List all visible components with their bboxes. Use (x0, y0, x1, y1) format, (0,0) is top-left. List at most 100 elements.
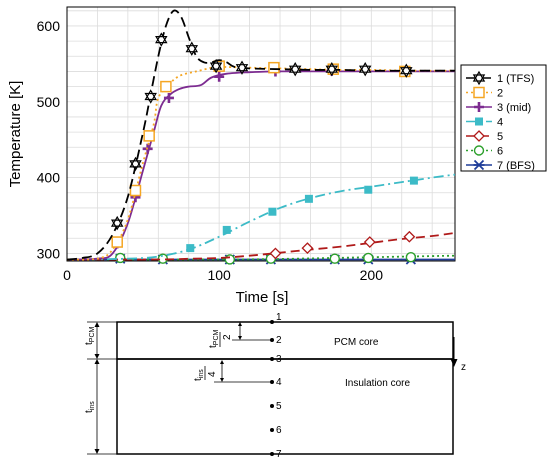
grid-lines (67, 7, 455, 261)
node-label-1: 1 (276, 312, 282, 323)
x-tick-label: 200 (360, 267, 384, 283)
legend-label: 4 (497, 117, 503, 129)
node-point-7 (270, 452, 274, 456)
legend-swatch-marker (474, 102, 484, 112)
z-axis-arrowhead (450, 359, 458, 367)
legend-swatch-marker (472, 70, 486, 86)
x-tick-label: 0 (63, 267, 71, 283)
legend-entry-1: 1 (TFS) (466, 70, 534, 86)
y-tick-label: 600 (37, 18, 61, 34)
legend-label: 3 (mid) (497, 102, 531, 114)
node-label-4: 4 (276, 377, 282, 388)
series-6-point (405, 252, 417, 263)
legend-swatch-marker (473, 159, 485, 171)
series-1-point (358, 62, 372, 77)
t-pcm-label: tPCM (84, 326, 96, 345)
node-label-2: 2 (276, 335, 282, 346)
legend-entry-4: 4 (466, 117, 503, 129)
y-axis-label: Temperature [K] (7, 81, 24, 188)
series-2-point (268, 61, 280, 74)
series-2-point (111, 236, 123, 248)
pcm-core-layer (116, 321, 454, 360)
series-2-point (160, 80, 172, 93)
y-axis-ticks: 300 400 500 600 (37, 18, 61, 261)
series-5-point (363, 236, 376, 248)
node-point-6 (270, 428, 274, 432)
series-4-point (186, 244, 195, 253)
series-4-point (304, 194, 313, 203)
node-point-1 (270, 320, 274, 324)
series-layer (66, 9, 456, 265)
series-1-point (288, 62, 302, 77)
series-5-point (301, 242, 314, 255)
series-3-line (66, 70, 455, 261)
node-label-7: 7 (276, 449, 282, 460)
series-5-line (66, 232, 456, 261)
x-tick-label: 100 (207, 267, 231, 283)
legend-label: 1 (TFS) (497, 73, 534, 85)
t-ins-arrow-up (94, 359, 100, 364)
legend-entry-5: 5 (466, 130, 503, 143)
series-5-point (403, 230, 416, 243)
t-ins-arrow-down (94, 449, 100, 454)
series-1-point (155, 32, 168, 47)
series-4-point (364, 185, 373, 194)
node-label-6: 6 (276, 425, 282, 436)
legend-label: 6 (497, 146, 503, 158)
series-6-point (224, 254, 236, 265)
series-6-line (66, 254, 456, 261)
insulation-core-label: Insulation core (345, 378, 410, 389)
x-axis-label: Time [s] (236, 289, 289, 306)
series-3-point (214, 71, 225, 82)
quarter-ins-arrow-up (220, 360, 224, 364)
quarter-ins-numerator: tins (193, 369, 205, 381)
series-5 (66, 230, 456, 261)
series-3-point (163, 92, 174, 103)
series-2-line (66, 65, 456, 261)
sandwich-diagram: PCM core Insulation core tPCM tins 1 2 3 4 5… (84, 312, 466, 460)
half-pcm-denominator: 2 (222, 334, 233, 340)
legend: 1 (TFS) 2 3 (mid) 4 5 6 7 (BFS) (466, 70, 535, 172)
series-1-point (185, 41, 199, 56)
series-2-point (143, 130, 155, 142)
legend-swatch-marker (473, 145, 485, 156)
series-5-point (269, 247, 282, 260)
y-tick-label: 500 (37, 94, 61, 110)
series-6 (66, 252, 456, 265)
node-point-5 (270, 404, 274, 408)
legend-label: 5 (497, 131, 503, 143)
series-4-point (409, 176, 418, 185)
series-1 (66, 9, 455, 261)
half-pcm-arrow-down (238, 336, 242, 340)
node-label-5: 5 (276, 401, 282, 412)
series-2-point (129, 184, 142, 197)
y-tick-label: 400 (37, 170, 61, 186)
series-6-point (329, 253, 340, 264)
plot-frame (66, 6, 456, 262)
series-1-point (325, 61, 338, 77)
quarter-ins-denominator: 4 (207, 371, 218, 377)
x-axis-ticks: 0 100 200 (63, 267, 383, 283)
pcm-core-label: PCM core (334, 337, 379, 348)
z-axis-label: z (461, 362, 466, 373)
series-4-point (268, 207, 277, 216)
series-4-point (222, 225, 231, 234)
node-label-3: 3 (276, 354, 282, 365)
half-pcm-numerator: tPCM (208, 329, 220, 348)
legend-swatch-marker (473, 130, 485, 142)
legend-swatch-marker (473, 86, 485, 99)
series-1-line (66, 9, 455, 261)
series-6-point (115, 252, 126, 264)
legend-entry-6: 6 (466, 145, 503, 158)
series-1-point (129, 156, 142, 172)
series-6-point (363, 252, 374, 264)
series-1-point (235, 60, 249, 75)
legend-label: 2 (497, 88, 503, 100)
node-point-3 (270, 357, 274, 361)
legend-swatch-marker (475, 117, 483, 126)
legend-entry-7: 7 (BFS) (466, 159, 535, 172)
series-1-point (110, 215, 124, 231)
series-4-line (66, 173, 456, 261)
t-pcm-arrow-down (94, 354, 100, 359)
